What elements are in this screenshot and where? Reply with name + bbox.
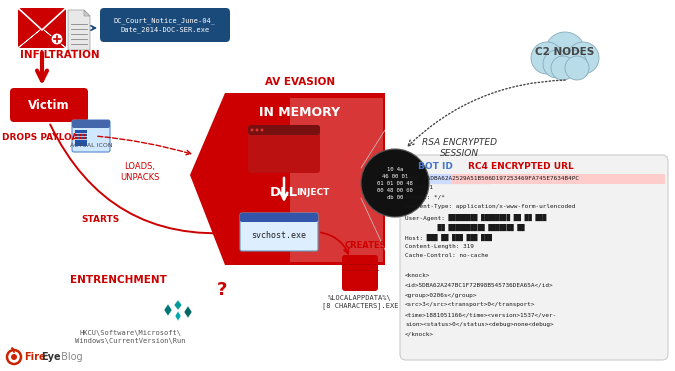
Text: 00 48 00 00: 00 48 00 00 bbox=[377, 187, 413, 193]
Text: ?: ? bbox=[217, 281, 227, 299]
Polygon shape bbox=[190, 93, 385, 265]
Polygon shape bbox=[184, 306, 192, 318]
Text: Content-Length: 319: Content-Length: 319 bbox=[405, 244, 474, 249]
Polygon shape bbox=[84, 10, 90, 16]
FancyBboxPatch shape bbox=[10, 88, 88, 122]
Circle shape bbox=[565, 56, 589, 80]
FancyBboxPatch shape bbox=[72, 120, 110, 152]
Text: Blog: Blog bbox=[58, 352, 82, 362]
Text: ██ ██████████ ███████ ██: ██ ██████████ ███████ ██ bbox=[405, 224, 524, 231]
Circle shape bbox=[551, 56, 575, 80]
Text: Accept: */*: Accept: */* bbox=[405, 195, 445, 200]
Text: </knock>: </knock> bbox=[405, 332, 434, 337]
Circle shape bbox=[250, 128, 254, 131]
Circle shape bbox=[361, 149, 429, 217]
Text: %LOCALAPPDATA%\
[8 CHARACTERS].EXE: %LOCALAPPDATA%\ [8 CHARACTERS].EXE bbox=[322, 295, 398, 309]
Text: 46 00 01: 46 00 01 bbox=[382, 174, 408, 178]
Circle shape bbox=[51, 33, 63, 45]
FancyBboxPatch shape bbox=[400, 155, 668, 360]
Text: <src>3</src><transport>0</transport>: <src>3</src><transport>0</transport> bbox=[405, 302, 535, 308]
Circle shape bbox=[567, 42, 599, 74]
Text: DLL: DLL bbox=[270, 186, 298, 198]
Text: User-Agent: ████████ ████████ ██ ██ ███: User-Agent: ████████ ████████ ██ ██ ███ bbox=[405, 214, 546, 221]
Text: INFILTRATION: INFILTRATION bbox=[20, 50, 100, 60]
Text: <group>0206s</group>: <group>0206s</group> bbox=[405, 293, 477, 298]
Text: CREATES: CREATES bbox=[345, 240, 387, 250]
Text: RSA ENCRYPTED
SESSION: RSA ENCRYPTED SESSION bbox=[423, 138, 497, 158]
FancyBboxPatch shape bbox=[248, 125, 320, 135]
FancyBboxPatch shape bbox=[403, 174, 665, 184]
Circle shape bbox=[543, 50, 571, 78]
Polygon shape bbox=[290, 98, 383, 262]
FancyBboxPatch shape bbox=[72, 120, 110, 128]
Text: db 00: db 00 bbox=[387, 194, 403, 200]
FancyBboxPatch shape bbox=[18, 8, 66, 48]
Text: Host: ███ ██ ███ ███ ███: Host: ███ ██ ███ ███ ███ bbox=[405, 234, 492, 241]
Text: svchost.exe: svchost.exe bbox=[252, 230, 306, 240]
Text: Cache-Control: no-cache: Cache-Control: no-cache bbox=[405, 253, 489, 258]
Text: BOT ID: BOT ID bbox=[418, 161, 453, 171]
Text: C2 NODES: C2 NODES bbox=[535, 47, 595, 57]
FancyBboxPatch shape bbox=[342, 255, 378, 291]
Polygon shape bbox=[175, 311, 181, 321]
Text: 01 01 00 48: 01 01 00 48 bbox=[377, 181, 413, 186]
Bar bbox=[75, 130, 87, 146]
Text: RC4 ENCRYPTED URL: RC4 ENCRYPTED URL bbox=[468, 161, 574, 171]
Text: ENTRENCHMENT: ENTRENCHMENT bbox=[70, 275, 167, 285]
Text: ACTUAL ICON: ACTUAL ICON bbox=[70, 143, 112, 148]
FancyBboxPatch shape bbox=[403, 174, 451, 184]
Text: LOADS,
UNPACKS: LOADS, UNPACKS bbox=[120, 162, 160, 182]
Polygon shape bbox=[174, 300, 182, 310]
Text: HTTP/1.1: HTTP/1.1 bbox=[405, 185, 434, 190]
Text: DC_Court_Notice_June-04_
Date_2014-DOC-SER.exe: DC_Court_Notice_June-04_ Date_2014-DOC-S… bbox=[114, 17, 216, 33]
Text: Eye: Eye bbox=[41, 352, 61, 362]
Text: <id>5DBA62A247BC1F72B98B545736DEA65A</id>: <id>5DBA62A247BC1F72B98B545736DEA65A</id… bbox=[405, 283, 554, 288]
Circle shape bbox=[11, 354, 17, 360]
Text: <time>1881051166</time><version>1537</ver-: <time>1881051166</time><version>1537</ve… bbox=[405, 312, 558, 317]
FancyBboxPatch shape bbox=[100, 8, 230, 42]
Text: IN MEMORY: IN MEMORY bbox=[259, 105, 341, 118]
FancyBboxPatch shape bbox=[240, 213, 318, 222]
Text: AV EVASION: AV EVASION bbox=[265, 77, 335, 87]
Text: 10 4a: 10 4a bbox=[387, 167, 403, 171]
Circle shape bbox=[256, 128, 259, 131]
Text: Content-Type: application/x-www-form-urlencoded: Content-Type: application/x-www-form-url… bbox=[405, 204, 575, 209]
Text: STARTS: STARTS bbox=[81, 215, 119, 224]
Polygon shape bbox=[164, 304, 172, 316]
FancyBboxPatch shape bbox=[248, 125, 320, 173]
Text: HKCU\Software\Microsoft\
Windows\CurrentVersion\Run: HKCU\Software\Microsoft\ Windows\Current… bbox=[75, 330, 185, 344]
Circle shape bbox=[531, 42, 563, 74]
FancyBboxPatch shape bbox=[240, 213, 318, 251]
Text: sion><status>0</status><debug>none<debug>: sion><status>0</status><debug>none<debug… bbox=[405, 322, 554, 327]
Circle shape bbox=[545, 32, 585, 72]
Text: DROPS PAYLOAD: DROPS PAYLOAD bbox=[2, 133, 86, 142]
Text: INJECT: INJECT bbox=[296, 187, 329, 197]
Text: Victim: Victim bbox=[28, 98, 70, 112]
Text: POST /5DBA62A2529A51B506D197253469FA745E7634B4PC: POST /5DBA62A2529A51B506D197253469FA745E… bbox=[405, 175, 579, 180]
Text: <knock>: <knock> bbox=[405, 273, 431, 278]
Text: Fire: Fire bbox=[24, 352, 46, 362]
Circle shape bbox=[261, 128, 263, 131]
Polygon shape bbox=[68, 10, 90, 50]
Circle shape bbox=[559, 50, 587, 78]
